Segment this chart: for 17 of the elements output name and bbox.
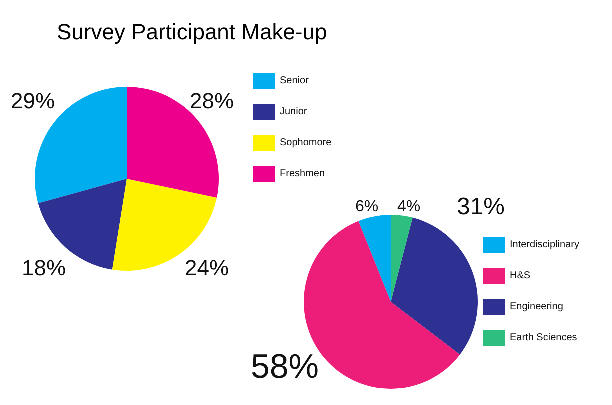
- data-label: 29%: [10, 88, 56, 114]
- data-label: 31%: [456, 194, 506, 220]
- data-label: 18%: [22, 256, 66, 280]
- data-label: 58%: [250, 348, 320, 386]
- legend-label: Sophomore: [280, 138, 332, 148]
- legend-label: Earth Sciences: [510, 332, 578, 344]
- legend-label: Engineering: [510, 302, 564, 312]
- chart-title: Survey Participant Make-up: [57, 20, 328, 44]
- legend-label: Freshmen: [280, 168, 326, 180]
- data-label: 24%: [184, 256, 230, 280]
- legend-label: Interdisciplinary: [510, 240, 580, 250]
- legend-label: H&S: [510, 270, 531, 282]
- data-label: 4%: [397, 198, 421, 216]
- data-label: 28%: [190, 88, 234, 114]
- data-label: 6%: [355, 198, 379, 216]
- legend-label: Junior: [280, 106, 308, 118]
- legend-label: Senior: [280, 76, 310, 86]
